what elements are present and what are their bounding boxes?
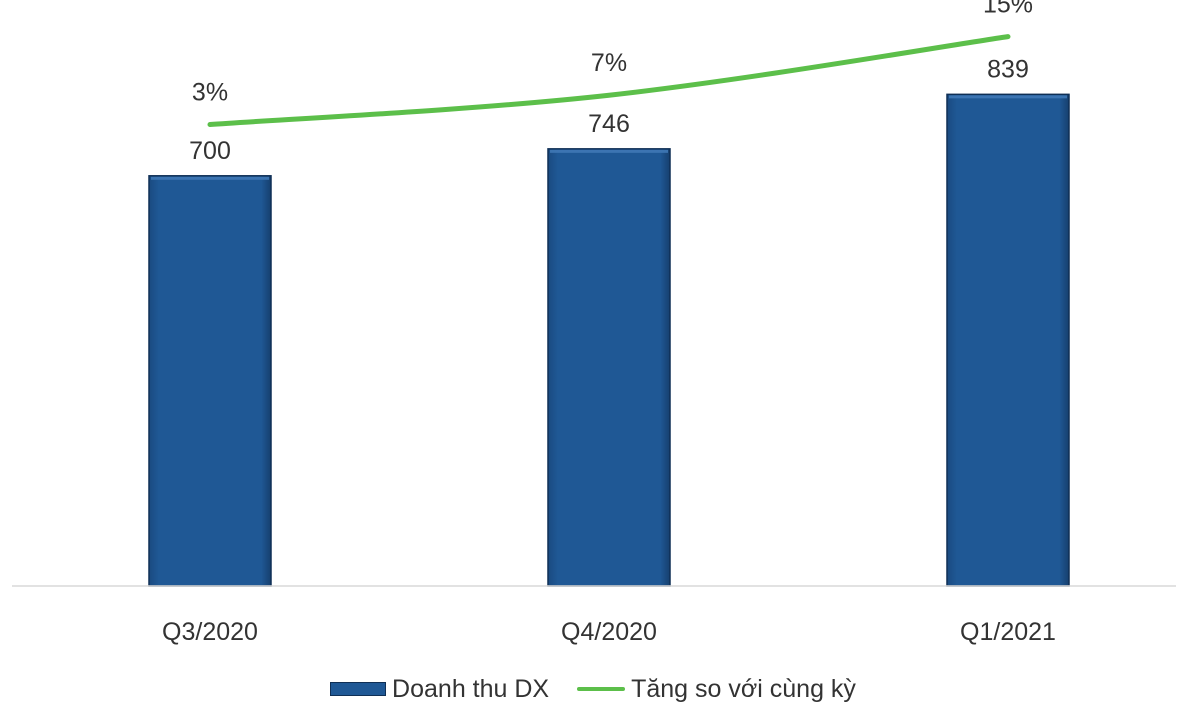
legend-swatch-line: [577, 687, 626, 691]
growth-value-label: 3%: [192, 79, 228, 107]
legend-label-revenue: Doanh thu DX: [392, 674, 550, 703]
growth-line: [207, 34, 1011, 128]
legend-swatch-bar: [330, 682, 387, 696]
legend-item-revenue: Doanh thu DX: [330, 675, 549, 704]
growth-value-label: 15%: [983, 0, 1033, 19]
bar-q4-2020: [547, 148, 671, 587]
category-tick-label: Q1/2021: [960, 618, 1056, 646]
category-tick-label: Q4/2020: [561, 618, 657, 646]
bar-highlight: [151, 176, 269, 180]
bar-highlight: [550, 149, 668, 153]
category-tick-label: Q3/2020: [162, 618, 258, 646]
bar-value-label: 700: [189, 137, 231, 165]
bar-value-label: 839: [987, 55, 1029, 83]
legend-item-growth: Tăng so với cùng kỳ: [577, 675, 856, 704]
legend: Doanh thu DX Tăng so với cùng kỳ: [0, 672, 1186, 706]
bar-value-label: 746: [588, 110, 630, 138]
legend-label-growth: Tăng so với cùng kỳ: [631, 674, 856, 703]
bar-q3-2020: [148, 175, 272, 587]
chart: 700 Q3/2020 3% 746 Q4/2020 7% 839 Q1/2021 15%: [12, 0, 1176, 646]
bar-highlight: [949, 95, 1067, 99]
bar-q1-2021: [946, 93, 1070, 587]
growth-value-label: 7%: [591, 49, 627, 77]
